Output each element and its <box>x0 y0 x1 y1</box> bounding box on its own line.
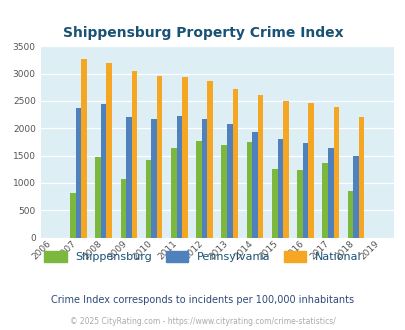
Bar <box>307 103 313 238</box>
Bar <box>282 101 288 238</box>
Bar <box>120 179 126 238</box>
Text: © 2025 CityRating.com - https://www.cityrating.com/crime-statistics/: © 2025 CityRating.com - https://www.city… <box>70 317 335 326</box>
Bar <box>145 160 151 238</box>
Legend: Shippensburg, Pennsylvania, National: Shippensburg, Pennsylvania, National <box>40 247 365 267</box>
Bar <box>196 141 201 238</box>
Bar <box>358 117 363 238</box>
Bar <box>151 119 156 238</box>
Bar <box>277 139 282 238</box>
Bar <box>327 148 333 238</box>
Bar <box>322 163 327 238</box>
Bar <box>176 115 182 238</box>
Bar <box>126 117 131 238</box>
Bar <box>302 143 307 238</box>
Bar <box>106 63 112 238</box>
Bar <box>296 170 302 238</box>
Bar <box>232 89 238 238</box>
Bar <box>271 169 277 238</box>
Bar <box>347 191 352 238</box>
Bar <box>333 108 338 238</box>
Text: Shippensburg Property Crime Index: Shippensburg Property Crime Index <box>62 26 343 40</box>
Bar <box>171 148 176 238</box>
Bar <box>75 108 81 238</box>
Bar <box>252 132 257 238</box>
Bar <box>70 193 75 238</box>
Bar <box>81 59 87 238</box>
Bar <box>131 71 137 238</box>
Bar <box>201 119 207 238</box>
Bar <box>221 145 226 238</box>
Bar <box>257 95 263 238</box>
Bar <box>101 104 106 238</box>
Bar <box>246 142 252 238</box>
Bar <box>226 124 232 238</box>
Bar <box>207 81 212 238</box>
Bar <box>95 157 101 238</box>
Text: Crime Index corresponds to incidents per 100,000 inhabitants: Crime Index corresponds to incidents per… <box>51 295 354 305</box>
Bar <box>156 76 162 238</box>
Bar <box>352 156 358 238</box>
Bar <box>182 77 187 238</box>
